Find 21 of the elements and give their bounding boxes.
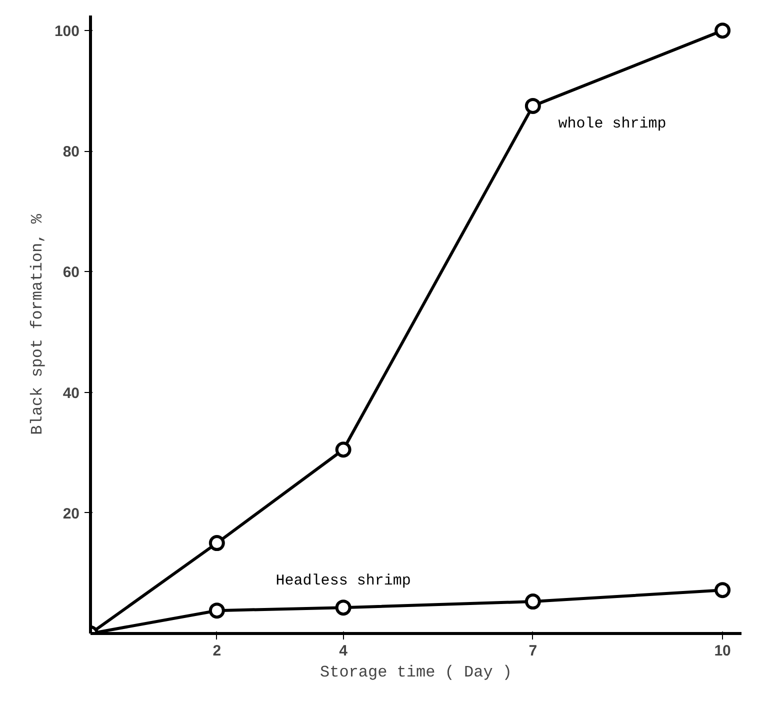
series-label: whole shrimp bbox=[558, 116, 666, 133]
series-label: Headless shrimp bbox=[276, 572, 411, 590]
y-tick-label: 80 bbox=[62, 144, 80, 161]
x-tick-label: 2 bbox=[212, 642, 222, 660]
point bbox=[335, 442, 352, 458]
y-tick-label: 20 bbox=[62, 505, 80, 522]
point bbox=[714, 22, 731, 39]
point bbox=[714, 582, 731, 598]
x-tick-label: 4 bbox=[339, 642, 348, 660]
point bbox=[524, 594, 541, 610]
x-tick-label: 7 bbox=[528, 642, 538, 660]
point bbox=[524, 98, 541, 114]
y-tick-label: 40 bbox=[62, 384, 80, 402]
y-tick-label: 60 bbox=[62, 264, 80, 282]
x-tick-label: 10 bbox=[714, 642, 731, 660]
point bbox=[335, 600, 352, 616]
point bbox=[208, 535, 225, 552]
y-tick-label: 100 bbox=[54, 23, 80, 40]
point bbox=[208, 602, 225, 619]
y-axis-title: Black spot formation, % bbox=[28, 214, 46, 435]
x-axis-title: Storage time ( Day ) bbox=[320, 664, 512, 682]
